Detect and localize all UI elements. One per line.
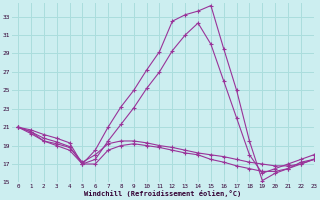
X-axis label: Windchill (Refroidissement éolien,°C): Windchill (Refroidissement éolien,°C)	[84, 190, 241, 197]
